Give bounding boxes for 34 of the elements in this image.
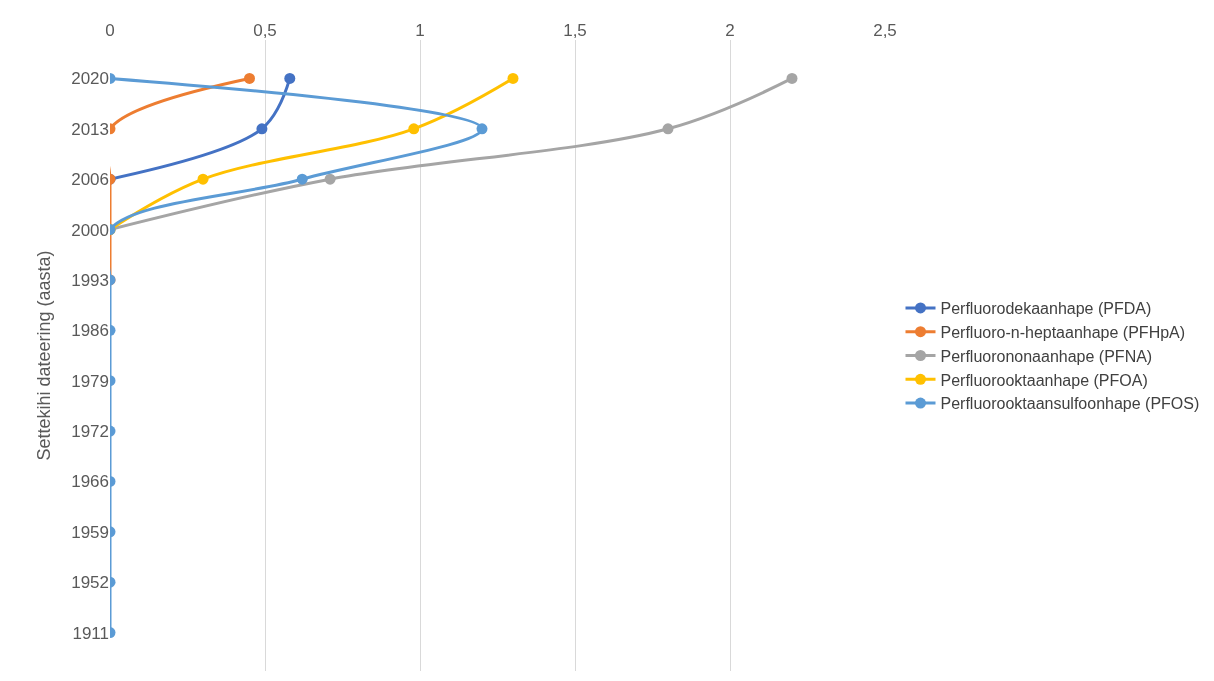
point [507,72,519,84]
point [662,123,674,135]
y-tick-label: 1993 [71,270,109,290]
y-tick-label: 2020 [71,69,109,89]
y-axis-title: Settekihi dateering (aasta) [34,250,55,461]
y-tick-label: 1986 [71,321,109,341]
point [476,123,488,135]
y-tick-label: 2006 [71,170,109,190]
x-tick-label: 1 [415,20,425,40]
point [244,72,255,84]
point [197,173,209,185]
point [256,123,268,135]
point [284,72,296,84]
x-tick-label: 1,5 [563,20,587,40]
x-tick-label: 2,5 [873,20,897,40]
point [324,173,336,185]
x-tick-label: 2 [725,20,735,40]
legend-label: Perfluoro-n-heptaanhape (PFHpA) [940,323,1186,341]
point [296,173,308,185]
y-tick-label: 1979 [71,371,109,391]
x-tick-label: 0,5 [253,20,277,40]
y-tick-label: 2013 [71,119,109,139]
legend-label: Perfluorooktaanhape (PFOA) [940,371,1148,389]
x-tick-label: 0 [105,20,115,40]
y-tick-label: 2000 [71,220,109,240]
y-tick-label: 1966 [71,472,109,492]
legend-label: Perfluorooktaansulfoonhape (PFOS) [940,395,1200,413]
y-tick-label: 1911 [72,623,109,643]
point [408,123,420,135]
y-tick-label: 1972 [71,422,109,442]
y-tick-label: 1952 [71,573,109,593]
legend-label: Perfluorodekaanhape (PFDA) [940,300,1152,318]
legend-label: Perfluorononaanhape (PFNA) [940,347,1153,365]
y-tick-label: 1959 [71,522,109,542]
